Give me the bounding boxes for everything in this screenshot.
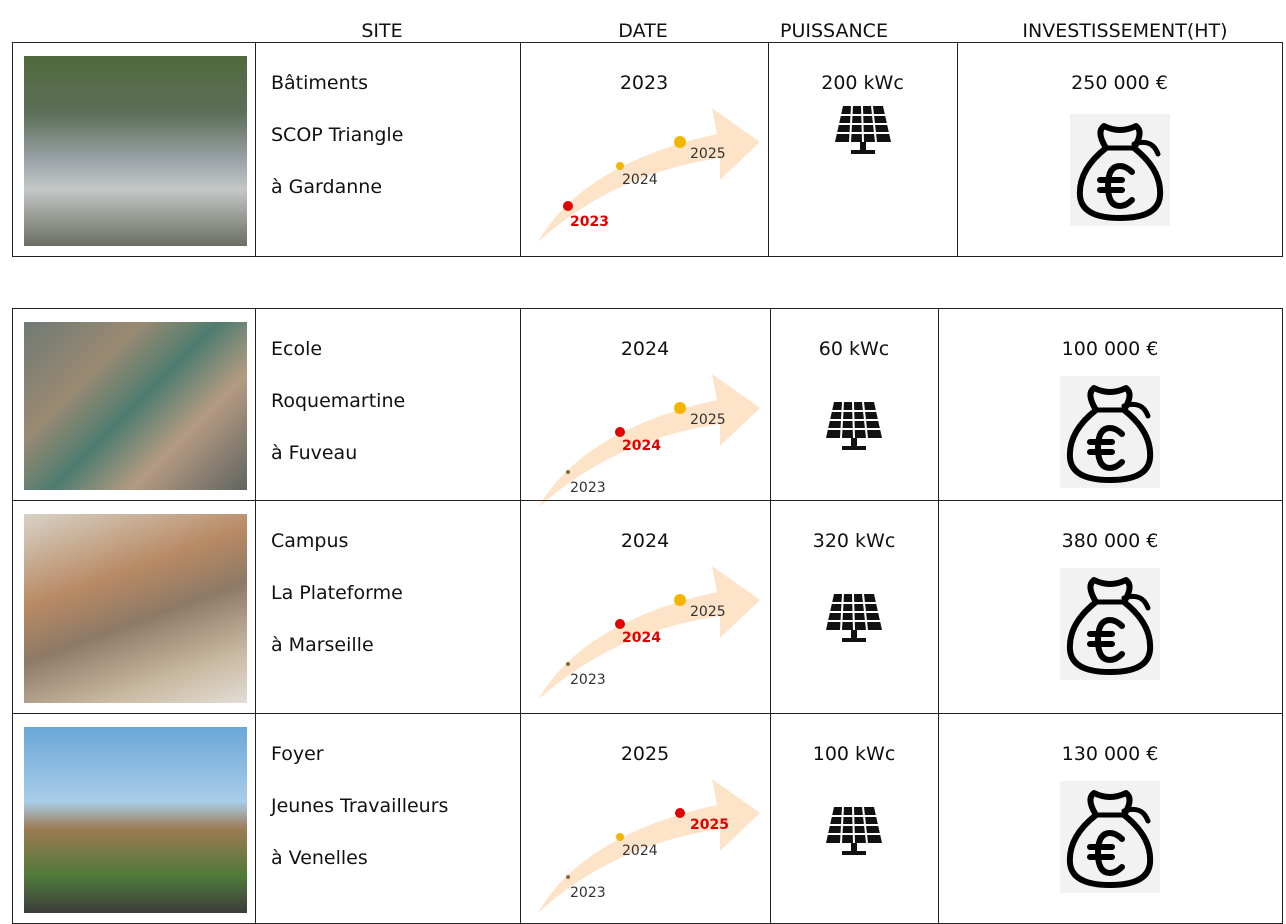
timeline-dot <box>674 136 686 148</box>
timeline-dot <box>616 162 624 170</box>
column-header: PUISSANCE <box>780 20 888 42</box>
timeline-dot <box>674 594 686 606</box>
timeline-year: 2024 <box>622 843 658 859</box>
timeline-dot <box>566 875 570 879</box>
timeline-arrow: 2023 2024 2025 <box>532 94 762 244</box>
date-year: 2025 <box>621 743 669 765</box>
site-name-line: à Fuveau <box>271 442 357 464</box>
column-header: INVESTISSEMENT(HT) <box>1022 20 1227 42</box>
column-header: SITE <box>361 20 402 42</box>
power-value: 60 kWc <box>819 338 889 360</box>
investment-value: 250 000 € <box>1071 72 1168 94</box>
site-name-line: Ecole <box>271 338 322 360</box>
solar-panel-icon <box>833 104 893 156</box>
solar-panel-icon <box>824 592 884 644</box>
power-value: 320 kWc <box>813 530 896 552</box>
money-bag-icon <box>1070 114 1170 226</box>
solar-panel-icon <box>824 805 884 857</box>
panel-base <box>851 150 875 154</box>
timeline-year: 2023 <box>570 672 606 688</box>
timeline-dot <box>616 833 624 841</box>
timeline-dot <box>566 662 570 666</box>
timeline-year: 2025 <box>690 817 729 833</box>
site-name-line: à Gardanne <box>271 176 382 198</box>
timeline-dot <box>563 201 573 211</box>
timeline-year: 2023 <box>570 885 606 901</box>
site-photo <box>24 322 247 490</box>
power-value: 200 kWc <box>821 72 904 94</box>
panel-stand <box>860 142 866 150</box>
timeline-dot <box>675 808 685 818</box>
timeline-dot <box>674 402 686 414</box>
panel-base <box>842 851 866 855</box>
site-photo <box>24 514 247 703</box>
site-name-line: à Marseille <box>271 634 374 656</box>
site-photo <box>24 56 247 246</box>
power-value: 100 kWc <box>813 743 896 765</box>
money-bag-icon <box>1060 781 1160 893</box>
page: SITE DATE PUISSANCE INVESTISSEMENT(HT) Bâtim… <box>0 0 1286 911</box>
site-photo <box>24 727 247 913</box>
timeline-year: 2024 <box>622 438 661 454</box>
timeline-year: 2023 <box>570 480 606 496</box>
panel-stand <box>851 630 857 638</box>
investment-value: 130 000 € <box>1062 743 1159 765</box>
site-name-line: SCOP Triangle <box>271 124 403 146</box>
investment-value: 380 000 € <box>1062 530 1159 552</box>
timeline-year: 2025 <box>690 146 726 162</box>
timeline-dot <box>615 619 625 629</box>
timeline-arrow: 2023 2024 2025 <box>532 765 762 915</box>
panel-stand <box>851 843 857 851</box>
timeline-year: 2025 <box>690 412 726 428</box>
site-name-line: Roquemartine <box>271 390 405 412</box>
date-year: 2024 <box>621 530 669 552</box>
money-bag-icon <box>1060 376 1160 488</box>
column-header: DATE <box>618 20 667 42</box>
panel-stand <box>851 438 857 446</box>
site-name-line: Campus <box>271 530 348 552</box>
timeline-year: 2024 <box>622 172 658 188</box>
panel-base <box>842 446 866 450</box>
timeline-year: 2024 <box>622 630 661 646</box>
site-name-line: Foyer <box>271 743 324 765</box>
timeline-arrow: 2023 2024 2025 <box>532 360 762 510</box>
timeline-dot <box>615 427 625 437</box>
site-name-line: à Venelles <box>271 847 368 869</box>
timeline-year: 2025 <box>690 604 726 620</box>
timeline-year: 2023 <box>570 214 609 230</box>
site-name-line: Jeunes Travailleurs <box>271 795 448 817</box>
timeline-dot <box>566 470 570 474</box>
site-name-line: Bâtiments <box>271 72 368 94</box>
panel-base <box>842 638 866 642</box>
date-year: 2023 <box>620 72 668 94</box>
timeline-arrow: 2023 2024 2025 <box>532 552 762 702</box>
solar-panel-icon <box>824 400 884 452</box>
investment-value: 100 000 € <box>1062 338 1159 360</box>
money-bag-icon <box>1060 568 1160 680</box>
date-year: 2024 <box>621 338 669 360</box>
site-name-line: La Plateforme <box>271 582 403 604</box>
